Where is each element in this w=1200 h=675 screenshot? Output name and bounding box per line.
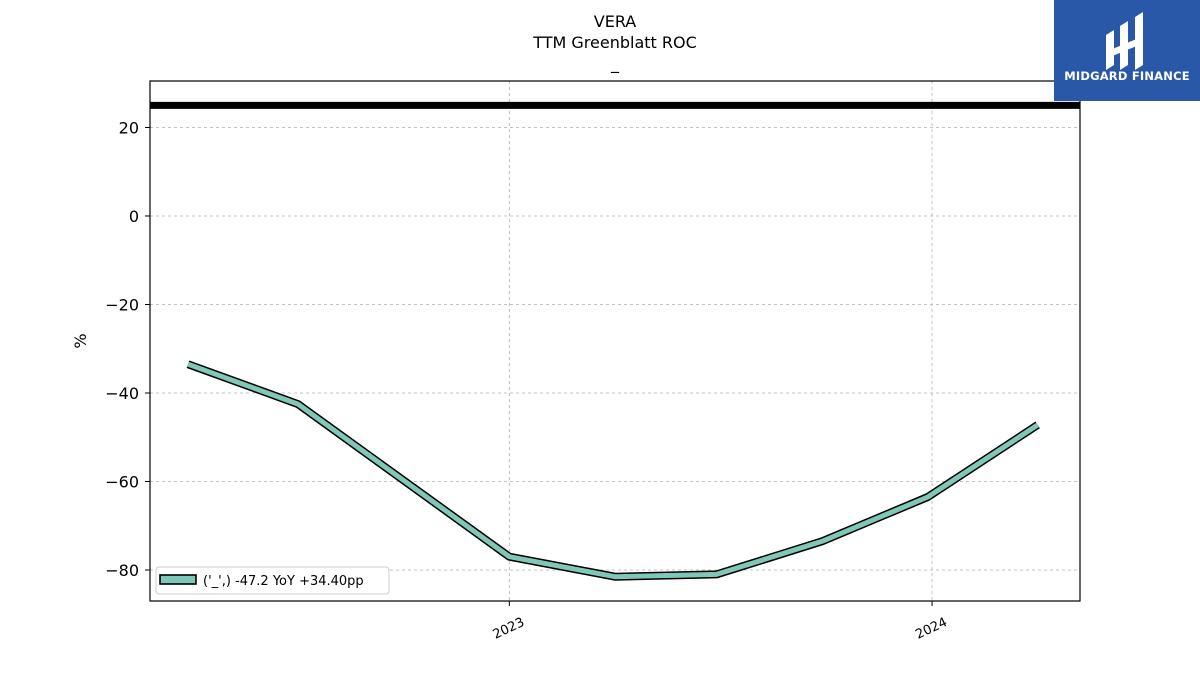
y-axis-label: % xyxy=(71,333,90,348)
legend-box xyxy=(155,566,390,595)
grid xyxy=(150,81,1080,601)
plot-area-frame xyxy=(149,80,1081,602)
y-tick-label: 20 xyxy=(119,118,139,137)
brand-name: MIDGARD FINANCE xyxy=(1064,69,1190,83)
brand-logo: MIDGARD FINANCE xyxy=(1054,0,1200,101)
legend-swatch xyxy=(159,574,197,585)
series-layer xyxy=(186,360,1040,581)
x-tick-label: 2024 xyxy=(913,615,949,643)
y-tick-label: 0 xyxy=(129,207,139,226)
y-tick-label: −20 xyxy=(105,295,139,314)
y-axis: 20 0 −20 −40 −60 −80 xyxy=(105,118,150,580)
y-tick-label: −40 xyxy=(105,384,139,403)
y-tick-label: −80 xyxy=(105,561,139,580)
series-line xyxy=(187,361,1040,580)
x-axis: 2023 2024 xyxy=(491,601,950,643)
chart-title-line-1: VERA xyxy=(594,12,637,31)
y-tick-label: −60 xyxy=(105,473,139,492)
brand-mark-icon xyxy=(1106,12,1143,70)
chart-title-line-3: _ xyxy=(610,54,620,74)
series-line-outline xyxy=(186,360,1040,581)
legend-label: ('_',) -47.2 YoY +34.40pp xyxy=(203,574,364,589)
legend: ('_',) -47.2 YoY +34.40pp xyxy=(155,566,390,595)
x-tick-label: 2023 xyxy=(491,615,527,643)
chart-title-line-2: TTM Greenblatt ROC xyxy=(532,33,697,52)
